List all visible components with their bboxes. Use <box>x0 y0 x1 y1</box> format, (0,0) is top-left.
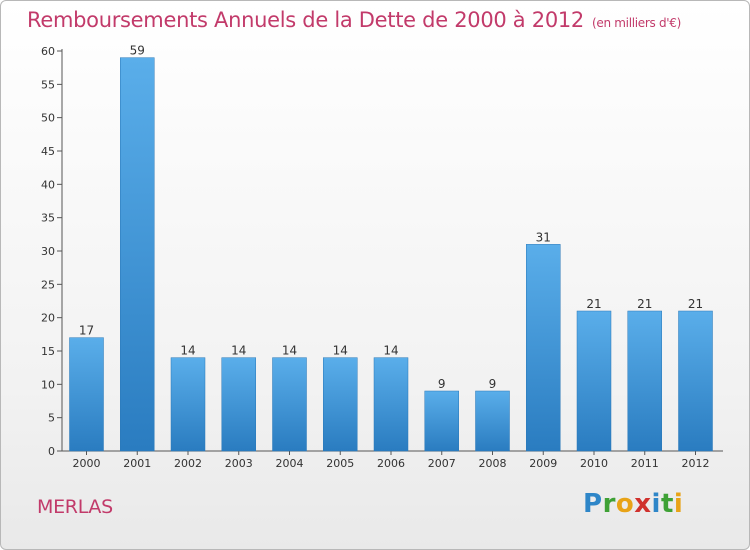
bar <box>69 337 104 452</box>
data-label: 14 <box>180 344 195 358</box>
y-tick-label: 10 <box>41 378 55 391</box>
data-label: 14 <box>383 344 398 358</box>
logo-letter: P <box>583 489 603 519</box>
x-tick-label: 2006 <box>377 457 405 470</box>
logo-letter: r <box>602 489 616 519</box>
logo-letter: x <box>634 489 652 519</box>
y-tick-label: 55 <box>41 78 55 91</box>
x-tick-label: 2002 <box>174 457 202 470</box>
bar <box>475 390 510 452</box>
bar <box>576 310 612 452</box>
x-tick-label: 2008 <box>479 457 507 470</box>
bar <box>272 357 307 452</box>
x-tick-label: 2011 <box>631 457 659 470</box>
x-tick-label: 2001 <box>123 457 151 470</box>
data-label: 9 <box>438 377 446 391</box>
x-tick-label: 2000 <box>73 457 101 470</box>
y-tick-label: 0 <box>48 445 55 458</box>
y-tick-label: 15 <box>41 345 55 358</box>
y-tick-label: 50 <box>41 112 55 125</box>
data-label: 14 <box>231 344 246 358</box>
x-tick-label: 2012 <box>682 457 710 470</box>
chart-title: Remboursements Annuels de la Dette de 20… <box>27 8 681 32</box>
y-tick-label: 25 <box>41 278 55 291</box>
x-tick-label: 2010 <box>580 457 608 470</box>
y-tick-label: 20 <box>41 312 55 325</box>
bar <box>627 310 662 452</box>
bar <box>170 357 206 452</box>
data-label: 31 <box>536 230 551 244</box>
y-tick-label: 30 <box>41 245 55 258</box>
bar <box>120 57 155 452</box>
data-label: 14 <box>333 344 348 358</box>
x-tick-label: 2004 <box>276 457 304 470</box>
y-tick-label: 35 <box>41 212 55 225</box>
bar <box>221 357 256 452</box>
place-name: MERLAS <box>37 496 113 518</box>
data-label: 14 <box>282 344 297 358</box>
bar <box>323 357 358 452</box>
bar <box>373 357 409 452</box>
bar <box>678 310 713 452</box>
proxiti-logo: Proxiti <box>583 489 683 519</box>
logo-letter: i <box>673 489 684 519</box>
data-labels: 17 59 14 14 14 14 14 9 9 31 21 21 21 <box>79 44 703 391</box>
bar <box>424 390 459 452</box>
bar <box>526 244 561 452</box>
logo-letter: t <box>660 489 674 519</box>
logo-letter: o <box>615 489 635 519</box>
y-tick-label: 5 <box>48 412 55 425</box>
data-label: 21 <box>586 297 601 311</box>
data-label: 21 <box>688 297 703 311</box>
logo-letter: i <box>651 489 661 519</box>
data-label: 9 <box>489 377 497 391</box>
axes: 0 5 10 15 20 25 30 35 40 45 50 55 60 2000 2001 2002 2003… <box>41 45 723 470</box>
x-tick-label: 2005 <box>326 457 354 470</box>
x-tick-label: 2009 <box>529 457 557 470</box>
data-label: 59 <box>130 44 145 58</box>
x-tick-label: 2003 <box>225 457 253 470</box>
y-tick-label: 60 <box>41 45 55 58</box>
x-tick-label: 2007 <box>428 457 456 470</box>
bars <box>69 57 713 452</box>
data-label: 21 <box>637 297 652 311</box>
y-tick-label: 45 <box>41 145 55 158</box>
y-tick-label: 40 <box>41 178 55 191</box>
chart-title-unit: (en milliers d'€) <box>592 16 682 30</box>
chart-title-main: Remboursements Annuels de la Dette de 20… <box>27 8 584 32</box>
data-label: 17 <box>79 324 94 338</box>
